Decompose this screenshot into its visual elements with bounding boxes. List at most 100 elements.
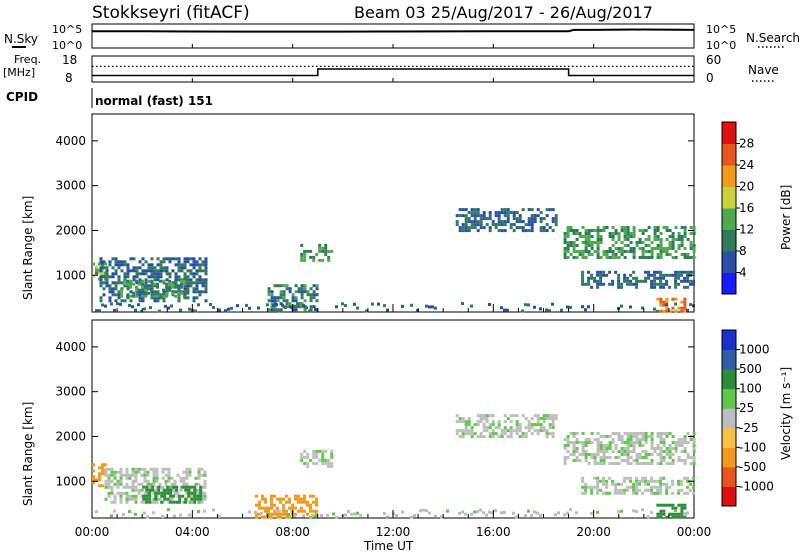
data-cell — [174, 272, 178, 276]
data-cell — [677, 503, 681, 507]
data-cell — [530, 432, 534, 436]
data-cell — [536, 420, 540, 424]
data-cell — [148, 488, 152, 492]
data-cell — [503, 426, 507, 430]
data-cell — [602, 450, 606, 453]
data-cell — [191, 500, 195, 504]
data-cell — [104, 262, 107, 266]
ground-cell — [314, 308, 317, 311]
data-cell — [291, 293, 295, 297]
data-cell — [120, 281, 124, 285]
data-cell — [677, 444, 681, 447]
ground-cell — [149, 306, 152, 310]
data-cell — [157, 485, 161, 489]
data-cell — [153, 290, 157, 294]
data-cell — [155, 500, 159, 504]
data-cell — [485, 414, 489, 418]
data-cell — [288, 500, 291, 504]
data-cell — [141, 282, 145, 286]
data-cell — [632, 447, 636, 450]
colorbar-swatch — [722, 122, 736, 144]
data-cell — [617, 435, 621, 438]
data-cell — [180, 282, 184, 286]
ground-cell — [350, 512, 353, 516]
data-cell — [488, 211, 492, 215]
data-cell — [315, 308, 319, 312]
data-cell — [638, 444, 642, 447]
colorbar-tick-label: 4 — [739, 266, 747, 280]
data-cell — [593, 279, 597, 283]
data-cell — [270, 290, 274, 294]
ground-cell — [266, 303, 269, 307]
data-cell — [614, 232, 618, 235]
data-cell — [171, 257, 175, 261]
ytick-label: 3000 — [55, 385, 86, 399]
data-cell — [141, 288, 145, 292]
data-cell — [683, 303, 687, 307]
data-cell — [186, 296, 190, 300]
ground-cell — [224, 309, 227, 313]
data-cell — [172, 485, 176, 489]
colorbar-swatch — [722, 427, 736, 448]
data-cell — [147, 287, 151, 291]
data-cell — [614, 229, 618, 232]
data-cell — [659, 238, 663, 241]
data-cell — [170, 476, 174, 480]
data-cell — [132, 294, 136, 298]
data-cell — [614, 491, 618, 495]
data-cell — [599, 479, 603, 483]
data-cell — [129, 294, 133, 298]
data-cell — [650, 273, 654, 277]
data-cell — [273, 299, 277, 303]
data-cell — [608, 491, 612, 495]
data-cell — [623, 476, 627, 480]
data-cell — [689, 482, 693, 486]
data-cell — [102, 293, 106, 297]
data-cell — [467, 217, 471, 221]
data-cell — [533, 220, 537, 224]
data-cell — [303, 509, 306, 513]
data-cell — [455, 214, 459, 218]
data-cell — [635, 441, 639, 444]
data-cell — [455, 414, 459, 418]
data-cell — [300, 500, 303, 504]
data-cell — [467, 432, 471, 436]
data-cell — [199, 488, 203, 492]
ground-cell — [218, 514, 221, 518]
data-cell — [186, 291, 190, 295]
data-cell — [473, 214, 477, 218]
data-cell — [674, 441, 678, 444]
data-cell — [111, 293, 115, 297]
data-cell — [692, 450, 696, 453]
data-cell — [524, 426, 528, 430]
data-cell — [145, 497, 149, 501]
data-cell — [324, 458, 328, 462]
data-cell — [141, 285, 145, 289]
data-cell — [617, 482, 621, 486]
data-cell — [195, 263, 199, 267]
data-cell — [518, 214, 522, 218]
data-cell — [644, 482, 648, 486]
data-cell — [123, 282, 127, 286]
data-cell — [584, 485, 588, 489]
data-cell — [584, 232, 588, 235]
data-cell — [656, 435, 660, 438]
data-cell — [527, 429, 531, 433]
data-cell — [680, 479, 684, 483]
data-cell — [581, 226, 585, 229]
data-cell — [677, 515, 681, 519]
data-cell — [117, 293, 121, 297]
ytick-label: 4000 — [55, 134, 86, 148]
data-cell — [142, 485, 146, 489]
data-cell — [494, 223, 498, 227]
data-cell — [190, 485, 194, 489]
data-cell — [596, 282, 600, 286]
data-cell — [677, 441, 681, 444]
data-cell — [623, 235, 627, 238]
data-cell — [611, 279, 615, 283]
data-cell — [632, 282, 636, 286]
data-cell — [566, 235, 570, 238]
data-cell — [98, 484, 101, 488]
ground-cell — [332, 512, 335, 516]
data-cell — [470, 226, 474, 230]
